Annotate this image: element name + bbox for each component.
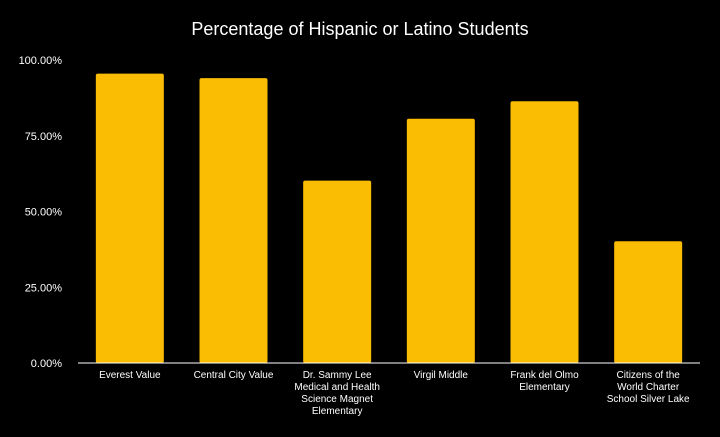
bar bbox=[199, 78, 268, 364]
x-tick-label-line: Citizens of the bbox=[616, 370, 680, 381]
x-tick-label: Virgil Middle bbox=[414, 370, 469, 381]
x-tick-label-line: School Silver Lake bbox=[607, 394, 690, 405]
x-tick-label-line: Frank del Olmo bbox=[510, 370, 579, 381]
x-tick-label-line: Elementary bbox=[312, 406, 363, 417]
y-tick-label: 100.00% bbox=[19, 55, 63, 67]
x-axis-labels: Everest Value Central City Value Dr. Sammy… bbox=[99, 370, 690, 417]
x-tick-label-line: Dr. Sammy Lee bbox=[303, 370, 372, 381]
x-tick-label: Frank del Olmo Elementary bbox=[510, 370, 579, 393]
chart-title: Percentage of Hispanic or Latino Student… bbox=[191, 19, 528, 39]
x-tick-label-line: Medical and Health bbox=[294, 382, 380, 393]
y-tick-label: 75.00% bbox=[25, 131, 63, 143]
bars bbox=[95, 73, 683, 364]
y-axis: 0.00% 25.00% 50.00% 75.00% 100.00% bbox=[19, 55, 63, 370]
y-tick-label: 25.00% bbox=[25, 282, 63, 294]
y-tick-label: 50.00% bbox=[25, 207, 63, 219]
x-tick-label: Everest Value bbox=[99, 370, 161, 381]
x-tick-label: Citizens of the World Charter School Silve… bbox=[607, 370, 690, 405]
bar bbox=[406, 118, 475, 363]
bar bbox=[303, 180, 372, 363]
bar bbox=[614, 241, 683, 363]
x-tick-label-line: Everest Value bbox=[99, 370, 161, 381]
bar bbox=[95, 73, 164, 363]
x-tick-label: Central City Value bbox=[194, 370, 274, 381]
y-tick-label: 0.00% bbox=[31, 358, 62, 370]
x-tick-label-line: Central City Value bbox=[194, 370, 274, 381]
x-tick-label-line: Science Magnet bbox=[301, 394, 373, 405]
x-tick-label-line: Virgil Middle bbox=[414, 370, 469, 381]
bar bbox=[510, 101, 579, 363]
x-tick-label-line: Elementary bbox=[519, 382, 570, 393]
x-tick-label: Dr. Sammy Lee Medical and Health Science M… bbox=[294, 370, 380, 417]
x-tick-label-line: World Charter bbox=[617, 382, 680, 393]
